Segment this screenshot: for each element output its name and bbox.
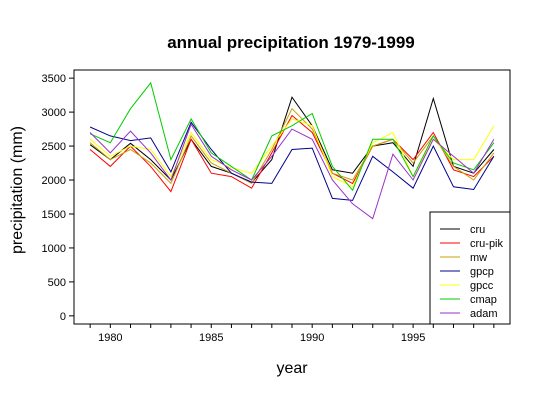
y-tick-label: 0 xyxy=(60,311,66,323)
y-tick-label: 500 xyxy=(48,277,66,289)
y-tick-label: 3500 xyxy=(42,73,66,85)
legend-label-gpcc: gpcc xyxy=(470,280,494,292)
series-line-mw xyxy=(89,107,495,185)
chart-title: annual precipitation 1979-1999 xyxy=(167,33,415,52)
legend-label-cru: cru xyxy=(470,224,485,236)
series-line-adam xyxy=(89,123,495,220)
legend-box xyxy=(429,211,511,325)
x-ticks: 1980 1985 1990 1995 xyxy=(89,324,495,344)
x-tick-label: 1985 xyxy=(199,332,223,344)
x-tick-label: 1980 xyxy=(98,332,122,344)
x-tick-label: 1990 xyxy=(300,332,324,344)
y-tick-label: 1000 xyxy=(42,243,66,255)
y-tick-label: 3000 xyxy=(42,107,66,119)
series-line-cru xyxy=(89,96,495,184)
y-tick-label: 2000 xyxy=(42,175,66,187)
series-line-gpcc xyxy=(89,118,495,188)
legend-label-cmap: cmap xyxy=(470,294,497,306)
y-ticks: 0 500 1000 1500 2000 2500 3000 3500 xyxy=(42,73,74,323)
legend-items: cru cru-pik mw gpcp gpcc cmap adam xyxy=(440,224,504,320)
series-line-cru-pik xyxy=(89,114,495,193)
legend-label-adam: adam xyxy=(470,308,498,320)
legend-label-cru-pik: cru-pik xyxy=(470,238,504,250)
legend-label-mw: mw xyxy=(470,252,487,264)
y-tick-label: 2500 xyxy=(42,141,66,153)
series-line-gpcp xyxy=(89,121,495,201)
x-axis-label: year xyxy=(276,360,308,377)
y-axis-label: precipitation (mm) xyxy=(9,126,26,254)
y-tick-label: 1500 xyxy=(42,209,66,221)
legend: cru cru-pik mw gpcp gpcc cmap adam xyxy=(429,211,511,325)
legend-label-gpcp: gpcp xyxy=(470,266,494,278)
series-lines xyxy=(89,81,495,220)
series-line-cmap xyxy=(89,81,495,192)
x-tick-label: 1995 xyxy=(401,332,425,344)
